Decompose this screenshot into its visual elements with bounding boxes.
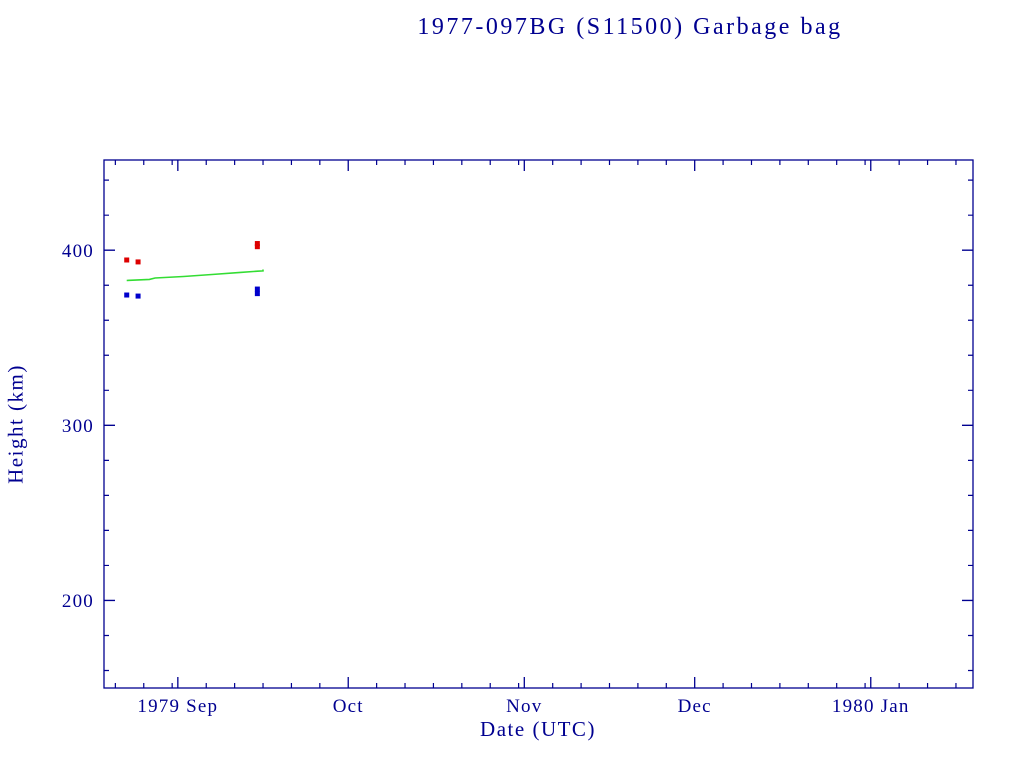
plot-frame: [103, 159, 974, 689]
x-tick-label: 1980 Jan: [832, 696, 910, 717]
x-axis-label: Date (UTC): [480, 717, 596, 741]
x-tick-label: Nov: [506, 696, 542, 717]
data-point-blue-squares: [254, 291, 260, 297]
data-point-red-squares: [124, 257, 130, 263]
data-point-blue-squares: [135, 293, 141, 299]
data-point-blue-squares: [124, 292, 130, 298]
y-tick-label: 400: [62, 241, 94, 262]
data-point-red-squares: [254, 241, 260, 247]
x-tick-label: 1979 Sep: [137, 696, 218, 717]
data-point-blue-squares: [254, 286, 260, 292]
chart-title: 1977-097BG (S11500) Garbage bag: [417, 14, 843, 40]
y-tick-label: 300: [62, 416, 94, 437]
x-tick-label: Dec: [678, 696, 712, 717]
axis-minor-ticks: [104, 160, 973, 688]
data-point-red-squares: [254, 244, 260, 250]
x-tick-label: Oct: [333, 696, 364, 717]
y-tick-label: 200: [62, 591, 94, 612]
data-point-red-squares: [135, 259, 141, 265]
series-green-line: [126, 269, 264, 282]
axis-major-ticks: [104, 160, 973, 688]
